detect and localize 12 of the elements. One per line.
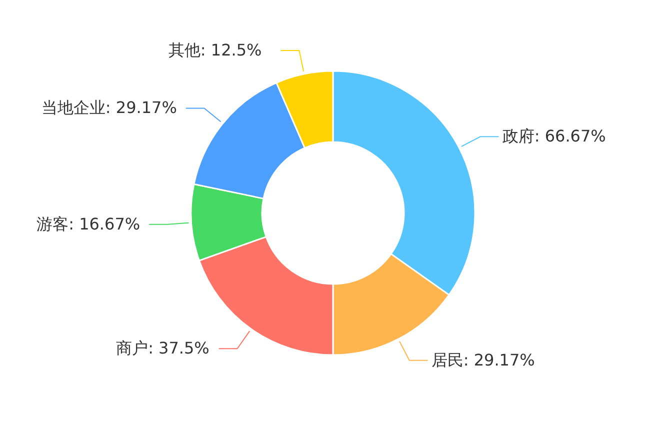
data-label: : 37.5%: [148, 338, 210, 358]
data-label: : 29.17%: [463, 350, 535, 370]
slice-label: 居民: [431, 350, 464, 370]
slice-label: 其他: [168, 40, 200, 60]
slice-label: 政府: [502, 126, 534, 146]
slice-label: 当地企业: [41, 98, 106, 118]
data-label: : 12.5%: [200, 40, 262, 60]
data-label: : 66.67%: [534, 126, 606, 146]
slice-label: 游客: [36, 214, 69, 234]
data-label: : 29.17%: [105, 98, 177, 118]
data-label: : 16.67%: [68, 214, 140, 234]
slice-label: 商户: [116, 338, 148, 358]
